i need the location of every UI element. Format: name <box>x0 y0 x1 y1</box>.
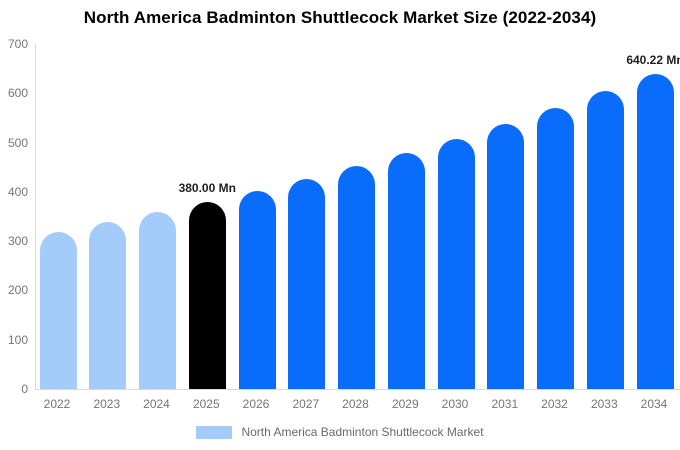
x-label-2026: 2026 <box>242 397 270 411</box>
legend: North America Badminton Shuttlecock Mark… <box>0 425 680 439</box>
x-label-2032: 2032 <box>541 397 568 411</box>
legend-label: North America Badminton Shuttlecock Mark… <box>241 425 484 439</box>
x-label-2024: 2024 <box>143 397 170 411</box>
value-label-2025: 380.00 Mn <box>178 180 236 195</box>
y-tick-100: 100 <box>7 332 28 347</box>
bar-2028 <box>338 166 375 389</box>
value-label-2034: 640.22 Mn <box>626 52 680 67</box>
y-tick-600: 600 <box>7 86 28 101</box>
y-tick-500: 500 <box>7 135 28 150</box>
y-tick-400: 400 <box>7 184 28 199</box>
bar-2023 <box>89 222 127 389</box>
y-tick-0: 0 <box>21 382 28 396</box>
x-label-2034: 2034 <box>640 397 668 411</box>
bar-2031 <box>487 123 525 389</box>
bar-2034 <box>636 73 674 389</box>
bar-2022 <box>39 231 77 389</box>
bar-2027 <box>288 178 326 389</box>
y-axis: 0 100 200 300 400 500 600 700 <box>0 0 29 450</box>
x-label-2028: 2028 <box>342 397 369 411</box>
x-label-2027: 2027 <box>292 397 320 411</box>
x-label-2022: 2022 <box>43 397 71 411</box>
bar-2033 <box>586 91 624 389</box>
x-label-2030: 2030 <box>441 397 469 411</box>
x-label-2025: 2025 <box>192 397 220 411</box>
bar-2030 <box>437 138 475 389</box>
y-tick-300: 300 <box>7 234 28 249</box>
x-label-2033: 2033 <box>590 397 618 411</box>
bar-2025 <box>188 201 226 389</box>
bar-2032 <box>537 108 574 389</box>
y-tick-700: 700 <box>7 37 28 51</box>
x-label-2029: 2029 <box>391 397 419 411</box>
chart-title: North America Badminton Shuttlecock Mark… <box>83 8 597 27</box>
bar-2029 <box>387 152 425 389</box>
y-tick-200: 200 <box>7 283 28 298</box>
x-label-2023: 2023 <box>93 397 121 411</box>
bar-2024 <box>139 212 176 389</box>
plot-area: 380.00 Mn 640.22 Mn <box>35 44 680 390</box>
legend-swatch <box>196 425 233 439</box>
x-axis: 2022 2023 2024 2025 2026 2027 2028 2029 2030 2031… <box>0 397 680 413</box>
x-label-2031: 2031 <box>491 397 519 411</box>
bar-2026 <box>238 190 276 389</box>
